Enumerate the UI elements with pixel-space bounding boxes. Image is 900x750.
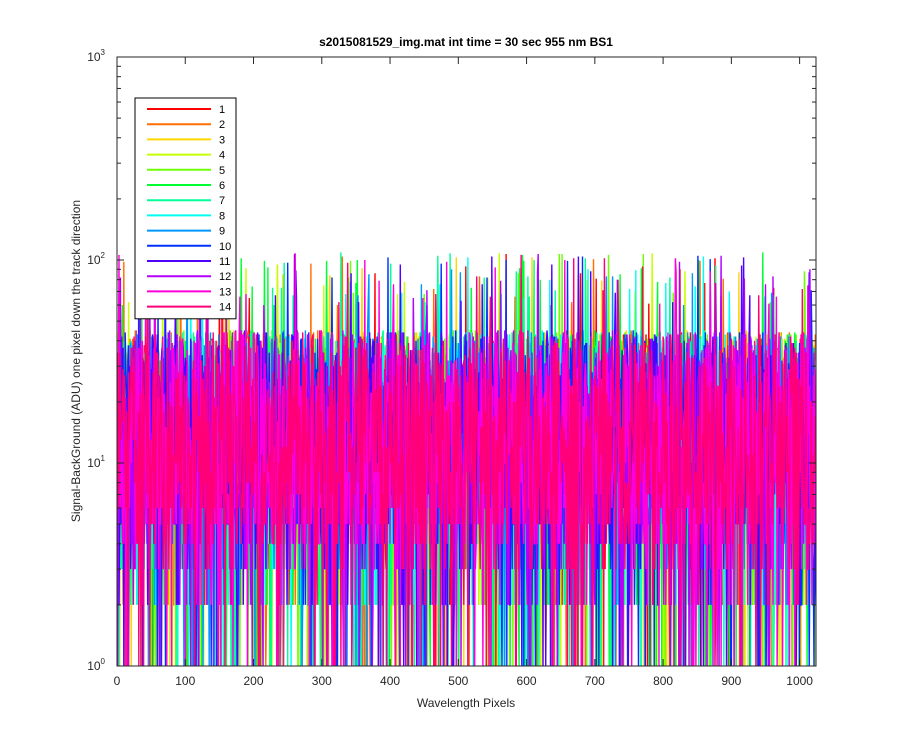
- legend-label-14: 14: [219, 302, 231, 314]
- x-axis-label: Wavelength Pixels: [417, 696, 515, 710]
- legend-label-1: 1: [219, 104, 225, 116]
- legend-label-6: 6: [219, 180, 225, 192]
- x-tick-label: 600: [517, 674, 537, 688]
- legend-label-5: 5: [219, 165, 225, 177]
- legend-label-2: 2: [219, 119, 225, 131]
- axis-ticks: 0 100 200 300 400 500 600 700 800 900 100010010110…: [87, 48, 816, 688]
- y-tick-label: 100: [87, 657, 105, 673]
- legend-label-4: 4: [219, 150, 225, 162]
- x-tick-label: 0: [114, 674, 121, 688]
- chart-title: s2015081529_img.mat int time = 30 sec 95…: [319, 35, 613, 49]
- x-tick-label: 500: [448, 674, 468, 688]
- legend-label-3: 3: [219, 134, 225, 146]
- y-tick-label: 101: [87, 454, 105, 470]
- series-layer: [117, 252, 816, 666]
- x-tick-label: 200: [244, 674, 264, 688]
- x-tick-label: 100: [175, 674, 195, 688]
- plot-area-frame: [116, 56, 817, 667]
- x-tick-label: 400: [380, 674, 400, 688]
- legend-label-7: 7: [219, 195, 225, 207]
- x-tick-label: 1000: [786, 674, 813, 688]
- x-tick-label: 900: [721, 674, 741, 688]
- legend-label-12: 12: [219, 271, 231, 283]
- x-tick-label: 300: [312, 674, 332, 688]
- legend-label-13: 13: [219, 286, 231, 298]
- legend-label-10: 10: [219, 241, 231, 253]
- legend-box: [134, 97, 237, 320]
- y-tick-label: 103: [87, 48, 105, 64]
- legend-label-8: 8: [219, 210, 225, 222]
- legend-label-9: 9: [219, 226, 225, 238]
- legend-label-11: 11: [219, 256, 230, 268]
- series-line-14: [117, 253, 816, 666]
- x-tick-label: 800: [653, 674, 673, 688]
- x-tick-label: 700: [585, 674, 605, 688]
- y-tick-label: 102: [87, 251, 105, 267]
- y-axis-label: Signal-BackGround (ADU) one pixel down t…: [69, 200, 83, 522]
